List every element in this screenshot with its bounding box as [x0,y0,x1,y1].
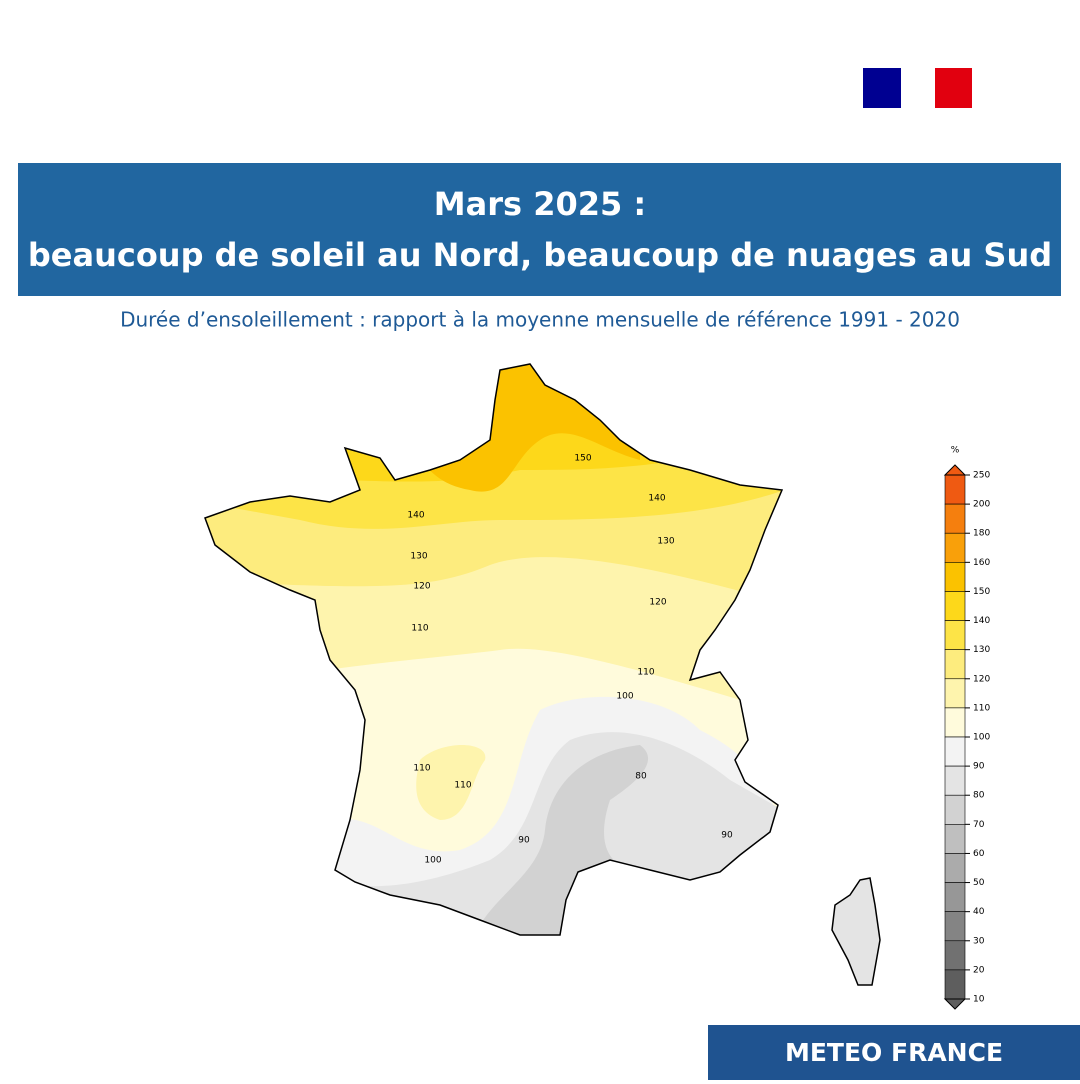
legend-tick-label: 10 [973,995,985,1005]
legend-tick-label: 120 [973,674,990,684]
title-box [18,163,1061,296]
contour-label: 120 [649,598,666,608]
legend-tick-label: 180 [973,529,990,539]
legend-tick-label: 30 [973,936,985,946]
corsica [831,877,881,986]
legend-swatch [944,969,966,1000]
contour-label: 100 [616,692,633,702]
legend-swatch [944,562,966,592]
legend-swatch [944,736,966,767]
contour-label: 110 [413,764,430,774]
legend-swatch [944,824,966,854]
legend-swatch [944,882,966,912]
legend-swatch [944,649,966,680]
legend-tick-label: 60 [973,849,985,859]
logo [863,68,972,108]
legend-swatch [944,474,966,505]
contour-label: 130 [657,537,674,547]
legend-unit: % [951,446,960,456]
brand: METEO FRANCE [785,1038,1003,1067]
contour-label: 120 [413,582,430,592]
title: Mars 2025 : [434,185,646,223]
legend-swatch [944,794,966,825]
contour-label: 110 [411,624,428,634]
contour-label: 90 [518,836,530,846]
legend-swatch [944,532,966,563]
legend-tick-label: 140 [973,616,990,626]
legend-arrow [943,998,967,1010]
legend-swatch [944,853,966,883]
legend-tick-label: 200 [973,500,990,510]
footer-box [708,1025,1080,1080]
contour-label: 150 [574,454,591,464]
legend-tick-label: 130 [973,645,990,655]
legend-swatch [944,911,966,942]
contour-label: 110 [454,781,471,791]
legend-tick-label: 150 [973,587,990,597]
legend-swatch [944,503,966,534]
legend-swatch [944,591,966,621]
contour-label: 140 [648,494,665,504]
legend-arrow [943,464,967,476]
legend-tick-label: 20 [973,965,985,975]
legend-tick-label: 100 [973,733,990,743]
legend-tick-label: 70 [973,820,985,830]
legend-swatch [944,765,966,796]
legend-tick-label: 90 [973,762,985,772]
legend-tick-label: 50 [973,878,985,888]
contour-label: 100 [424,856,441,866]
legend-swatch [944,940,966,971]
legend-tick-label: 80 [973,791,985,801]
contour-label: 130 [410,552,427,562]
legend-swatch [944,620,966,650]
map [205,364,782,935]
title: beaucoup de soleil au Nord, beaucoup de … [28,236,1052,274]
legend-swatch [944,707,966,738]
contour-label: 80 [635,772,647,782]
legend-tick-label: 110 [973,703,990,713]
legend-tick-label: 40 [973,907,985,917]
subtitle: Durée d’ensoleillement : rapport à la mo… [120,308,960,332]
legend-tick-label: 250 [973,471,990,481]
legend-swatch [944,678,966,709]
legend-tick-label: 160 [973,558,990,568]
contour-label: 90 [721,831,733,841]
contour-label: 110 [637,668,654,678]
contour-label: 140 [407,511,424,521]
